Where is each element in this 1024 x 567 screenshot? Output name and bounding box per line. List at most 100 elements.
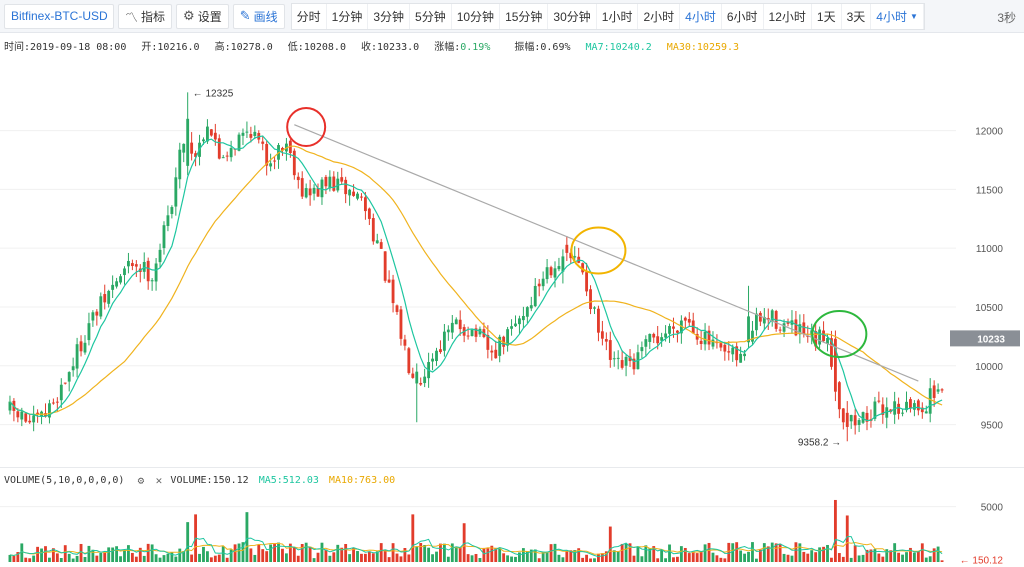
volume-chart[interactable]: 5000 ← 150.12 <box>0 488 1024 567</box>
period-tab[interactable]: 1分钟 <box>327 3 369 29</box>
candle-body <box>747 316 750 343</box>
period-tab[interactable]: 30分钟 <box>548 3 597 29</box>
volume-bar <box>103 552 107 562</box>
candle-body <box>431 358 434 362</box>
info-change: 涨幅:0.19% <box>434 42 491 53</box>
volume-bar <box>604 551 608 562</box>
candle-body <box>739 353 743 363</box>
candle-body <box>676 330 679 333</box>
candle-body <box>261 141 265 144</box>
candle-body <box>833 338 837 392</box>
volume-bar <box>170 552 174 562</box>
period-tab[interactable]: 3天 <box>842 3 872 29</box>
price-chart[interactable]: 9500 10000 10500 11000 11500 12000 ← 12325 9358… <box>0 52 1024 462</box>
volume-bar <box>466 554 470 562</box>
volume-bar <box>146 543 150 562</box>
candle-body <box>806 335 810 337</box>
volume-bar <box>869 549 873 562</box>
indicator-button[interactable]: 〽 指标 <box>118 3 173 29</box>
volume-bar <box>395 553 399 562</box>
volume-bar <box>458 547 462 562</box>
volume-bar <box>265 551 269 562</box>
candle-body <box>853 415 857 426</box>
volume-bar <box>668 544 671 562</box>
close-icon[interactable]: ✕ <box>155 474 163 487</box>
candle-body <box>360 196 363 198</box>
volume-bar <box>360 553 363 562</box>
period-tab[interactable]: 分时 <box>292 3 327 29</box>
period-dropdown[interactable]: 4小时 ▼ <box>871 3 924 29</box>
volume-bar <box>743 553 746 562</box>
volume-bar <box>474 553 478 562</box>
period-tab[interactable]: 3分钟 <box>368 3 411 29</box>
candle-body <box>134 264 138 267</box>
candle-body <box>312 187 316 194</box>
volume-bar <box>683 547 687 562</box>
refresh-interval[interactable]: 3秒 <box>997 11 1016 25</box>
draw-button[interactable]: ✎ 画线 <box>232 3 285 29</box>
candle-body <box>920 407 924 413</box>
candle-body <box>754 313 758 331</box>
candle-body <box>387 279 391 283</box>
candle-body <box>648 333 652 342</box>
volume-bar <box>75 555 79 562</box>
period-tab[interactable]: 15分钟 <box>500 3 549 29</box>
volume-bar <box>391 543 395 562</box>
volume-tick-label: 5000 <box>981 503 1004 514</box>
volume-bar <box>672 557 675 562</box>
candle-body <box>379 242 383 249</box>
candle-body <box>545 267 549 280</box>
candle-body <box>269 163 273 167</box>
current-price-label: 10233 <box>977 334 1005 345</box>
volume-bar <box>344 544 348 562</box>
volume-bar <box>881 556 885 562</box>
volume-bar <box>107 547 111 562</box>
candle-body <box>683 317 687 321</box>
volume-bar <box>134 556 138 562</box>
volume-bar <box>166 553 170 562</box>
volume-bar <box>450 543 454 562</box>
period-tab[interactable]: 6小时 <box>722 3 764 29</box>
chevron-down-icon: ▼ <box>909 11 918 21</box>
period-tab[interactable]: 1天 <box>812 3 842 29</box>
volume-bar <box>16 552 20 562</box>
candle-body <box>731 347 735 355</box>
volume-bar <box>581 557 585 562</box>
volume-bar <box>182 551 186 562</box>
volume-bar <box>119 556 122 562</box>
period-tab[interactable]: 5分钟 <box>410 3 452 29</box>
period-selector: 分时 1分钟 3分钟 5分钟 10分钟 15分钟 30分钟 1小时 2小时 4小时 6小时 12小时 1… <box>290 2 925 30</box>
candle-body <box>664 333 668 338</box>
candle-body <box>367 208 371 219</box>
volume-bar <box>253 554 257 562</box>
candle-body <box>442 331 446 351</box>
volume-bar <box>99 552 103 562</box>
y-tick-label: 11000 <box>976 244 1004 255</box>
symbol-selector[interactable]: Bitfinex-BTC-USD <box>4 3 114 29</box>
volume-bar <box>620 543 624 562</box>
gear-icon[interactable]: ⚙ <box>137 474 145 487</box>
period-tab[interactable]: 1小时 <box>597 3 639 29</box>
candle-body <box>103 294 107 303</box>
volume-bar <box>849 557 853 562</box>
candle-body <box>63 382 67 384</box>
candle-body <box>292 150 296 176</box>
volume-bar <box>707 542 711 562</box>
settings-button[interactable]: ⚙ 设置 <box>176 3 229 29</box>
candle-body <box>375 240 379 244</box>
period-tab[interactable]: 4小时 <box>680 3 722 29</box>
period-tab[interactable]: 2小时 <box>638 3 681 29</box>
period-tab[interactable]: 10分钟 <box>452 3 501 29</box>
volume-bar <box>130 552 134 562</box>
volume-bar <box>537 558 541 562</box>
volume-bar <box>245 512 249 562</box>
period-tab[interactable]: 12小时 <box>764 3 812 29</box>
volume-bar <box>8 554 12 562</box>
volume-bar <box>127 545 130 562</box>
candle-body <box>632 358 636 370</box>
volume-bar <box>889 550 893 562</box>
candle-body <box>909 399 912 409</box>
volume-bar <box>83 557 87 562</box>
candle-body <box>612 358 616 360</box>
candle-body <box>170 207 174 214</box>
